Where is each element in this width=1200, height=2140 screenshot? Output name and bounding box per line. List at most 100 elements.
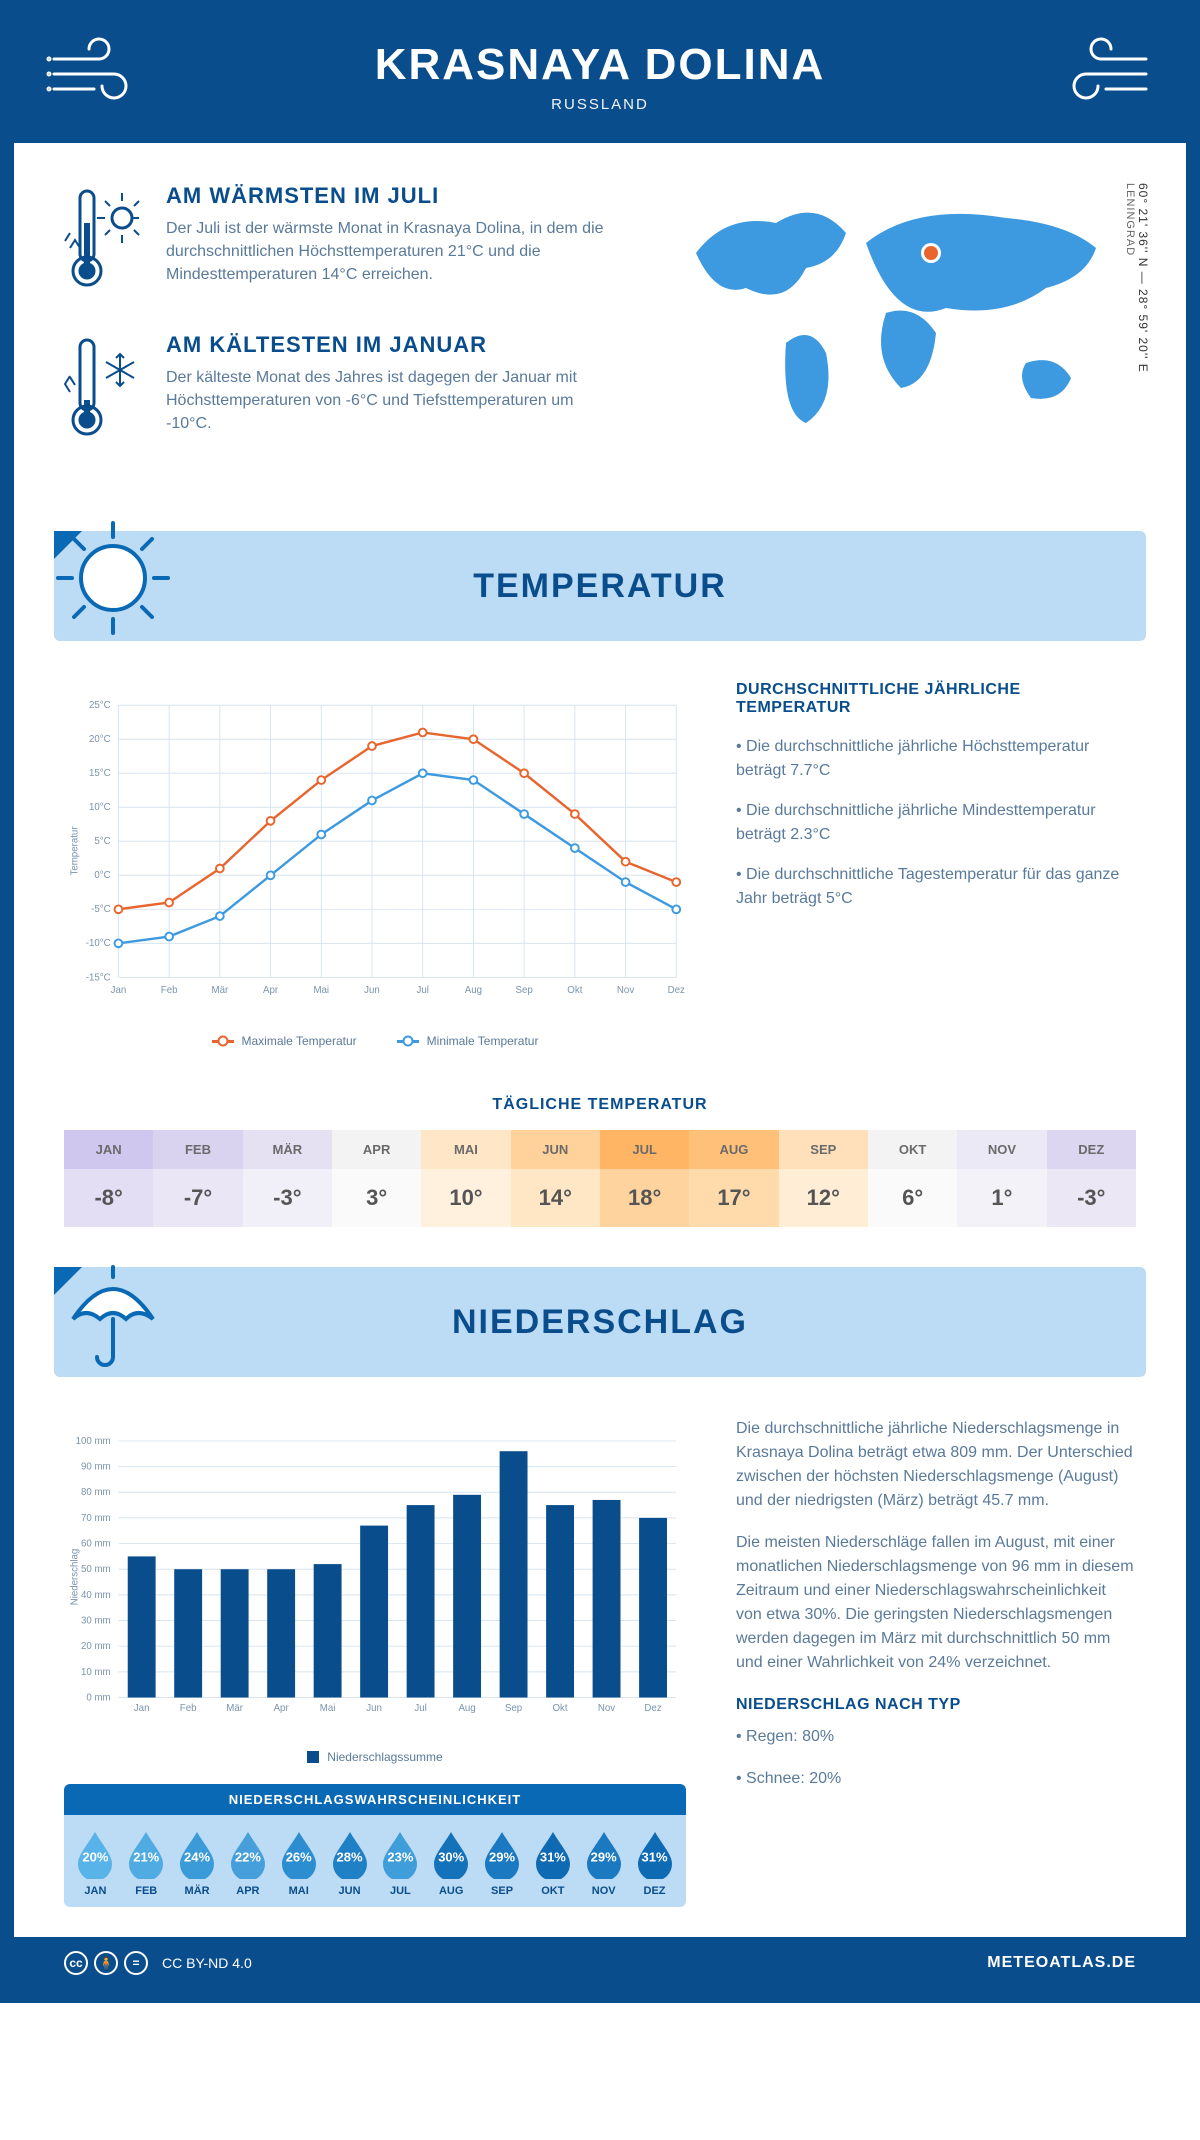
daily-cell: FEB -7°	[153, 1130, 242, 1227]
warmest-text: Der Juli ist der wärmste Monat in Krasna…	[166, 217, 616, 287]
precip-p1: Die durchschnittliche jährliche Niedersc…	[736, 1417, 1136, 1513]
raindrop-icon: 29%	[583, 1829, 625, 1879]
svg-text:Jun: Jun	[364, 985, 380, 996]
svg-text:5°C: 5°C	[94, 836, 110, 847]
temperature-summary: DURCHSCHNITTLICHE JÄHRLICHE TEMPERATUR •…	[736, 681, 1136, 1048]
svg-text:Nov: Nov	[598, 1703, 615, 1714]
prob-cell: 26% MAI	[273, 1829, 324, 1897]
raindrop-icon: 31%	[634, 1829, 676, 1879]
svg-text:Jan: Jan	[111, 985, 127, 996]
raindrop-icon: 23%	[379, 1829, 421, 1879]
temperature-banner: TEMPERATUR	[54, 531, 1146, 641]
svg-text:-5°C: -5°C	[91, 904, 111, 915]
region-label: LENINGRAD	[1124, 183, 1136, 256]
svg-text:70 mm: 70 mm	[81, 1513, 111, 1524]
daily-cell: AUG 17°	[689, 1130, 778, 1227]
raindrop-icon: 31%	[532, 1829, 574, 1879]
warmest-title: AM WÄRMSTEN IM JULI	[166, 183, 616, 209]
svg-text:Mai: Mai	[313, 985, 329, 996]
warmest-fact: AM WÄRMSTEN IM JULI Der Juli ist der wär…	[64, 183, 616, 298]
svg-text:Sep: Sep	[516, 985, 533, 996]
daily-cell: JUL 18°	[600, 1130, 689, 1227]
svg-text:Temperatur: Temperatur	[70, 826, 81, 876]
daily-cell: OKT 6°	[868, 1130, 957, 1227]
svg-text:80 mm: 80 mm	[81, 1487, 111, 1498]
svg-text:Sep: Sep	[505, 1703, 522, 1714]
raindrop-icon: 30%	[430, 1829, 472, 1879]
raindrop-icon: 20%	[74, 1829, 116, 1879]
intro-section: AM WÄRMSTEN IM JULI Der Juli ist der wär…	[14, 143, 1186, 511]
daily-cell: APR 3°	[332, 1130, 421, 1227]
thermometer-sun-icon	[64, 183, 144, 298]
daily-temp-grid: JAN -8° FEB -7° MÄR -3° APR 3° MAI 10° J…	[64, 1130, 1136, 1227]
nd-icon: =	[124, 1951, 148, 1975]
prob-cell: 31% OKT	[527, 1829, 578, 1897]
daily-cell: SEP 12°	[779, 1130, 868, 1227]
raindrop-icon: 24%	[176, 1829, 218, 1879]
svg-text:Apr: Apr	[263, 985, 279, 996]
footer: cc 🧍 = CC BY-ND 4.0 METEOATLAS.DE	[14, 1937, 1186, 1989]
header: KRASNAYA DOLINA RUSSLAND	[14, 14, 1186, 143]
svg-text:Jul: Jul	[417, 985, 429, 996]
temp-bullet-3: • Die durchschnittliche Tagestemperatur …	[736, 863, 1136, 911]
svg-text:Mär: Mär	[226, 1703, 243, 1714]
svg-text:Okt: Okt	[553, 1703, 568, 1714]
svg-text:10°C: 10°C	[89, 802, 111, 813]
svg-text:Feb: Feb	[180, 1703, 197, 1714]
prob-cell: 21% FEB	[121, 1829, 172, 1897]
svg-text:90 mm: 90 mm	[81, 1462, 111, 1473]
precipitation-summary: Die durchschnittliche jährliche Niedersc…	[736, 1417, 1136, 1907]
prob-cell: 29% NOV	[578, 1829, 629, 1897]
precip-type-title: NIEDERSCHLAG NACH TYP	[736, 1693, 1136, 1717]
legend-item: .legend-swatch[style*='#3d9ae0']::after{…	[397, 1034, 539, 1048]
legend-item: .legend-swatch[style*='#e8652e']::after{…	[212, 1034, 357, 1048]
daily-cell: NOV 1°	[957, 1130, 1046, 1227]
precip-legend: Niederschlagssumme	[327, 1750, 442, 1764]
country-label: RUSSLAND	[34, 96, 1166, 113]
temp-bullet-1: • Die durchschnittliche jährliche Höchst…	[736, 735, 1136, 783]
svg-text:20°C: 20°C	[89, 734, 111, 745]
precip-type-rain: • Regen: 80%	[736, 1725, 1136, 1749]
svg-text:Jun: Jun	[366, 1703, 382, 1714]
prob-cell: 28% JUN	[324, 1829, 375, 1897]
prob-title: NIEDERSCHLAGSWAHRSCHEINLICHKEIT	[64, 1784, 686, 1815]
cc-license-icons: cc 🧍 =	[64, 1951, 148, 1975]
raindrop-icon: 26%	[278, 1829, 320, 1879]
svg-text:60 mm: 60 mm	[81, 1538, 111, 1549]
precip-type-snow: • Schnee: 20%	[736, 1767, 1136, 1791]
raindrop-icon: 21%	[125, 1829, 167, 1879]
svg-text:-15°C: -15°C	[86, 972, 111, 983]
svg-text:15°C: 15°C	[89, 768, 111, 779]
world-map-icon	[656, 183, 1136, 443]
temperature-line-chart: -15°C-10°C-5°C0°C5°C10°C15°C20°C25°CJanF…	[64, 681, 686, 1048]
temp-bullet-2: • Die durchschnittliche jährliche Mindes…	[736, 799, 1136, 847]
coordinates: 60° 21' 36'' N — 28° 59' 20'' E	[1136, 183, 1150, 373]
infographic-container: KRASNAYA DOLINA RUSSLAND	[0, 0, 1200, 2003]
prob-cell: 31% DEZ	[629, 1829, 680, 1897]
svg-text:Jan: Jan	[134, 1703, 150, 1714]
raindrop-icon: 28%	[329, 1829, 371, 1879]
svg-text:100 mm: 100 mm	[76, 1436, 111, 1447]
cc-icon: cc	[64, 1951, 88, 1975]
precip-p2: Die meisten Niederschläge fallen im Augu…	[736, 1531, 1136, 1675]
daily-cell: JAN -8°	[64, 1130, 153, 1227]
temp-summary-title: DURCHSCHNITTLICHE JÄHRLICHE TEMPERATUR	[736, 681, 1136, 717]
svg-text:40 mm: 40 mm	[81, 1590, 111, 1601]
raindrop-icon: 22%	[227, 1829, 269, 1879]
svg-text:-10°C: -10°C	[86, 938, 111, 949]
svg-text:Dez: Dez	[644, 1703, 661, 1714]
svg-text:Apr: Apr	[274, 1703, 290, 1714]
svg-text:Niederschlag: Niederschlag	[70, 1549, 81, 1606]
precipitation-heading: NIEDERSCHLAG	[452, 1303, 748, 1342]
coldest-title: AM KÄLTESTEN IM JANUAR	[166, 332, 616, 358]
daily-cell: MÄR -3°	[243, 1130, 332, 1227]
svg-text:0°C: 0°C	[94, 870, 110, 881]
prob-cell: 30% AUG	[426, 1829, 477, 1897]
svg-text:Mär: Mär	[211, 985, 228, 996]
svg-text:Feb: Feb	[161, 985, 178, 996]
thermometer-snow-icon	[64, 332, 144, 447]
svg-text:50 mm: 50 mm	[81, 1564, 111, 1575]
daily-cell: DEZ -3°	[1047, 1130, 1136, 1227]
umbrella-icon	[48, 1249, 178, 1379]
prob-cell: 20% JAN	[70, 1829, 121, 1897]
